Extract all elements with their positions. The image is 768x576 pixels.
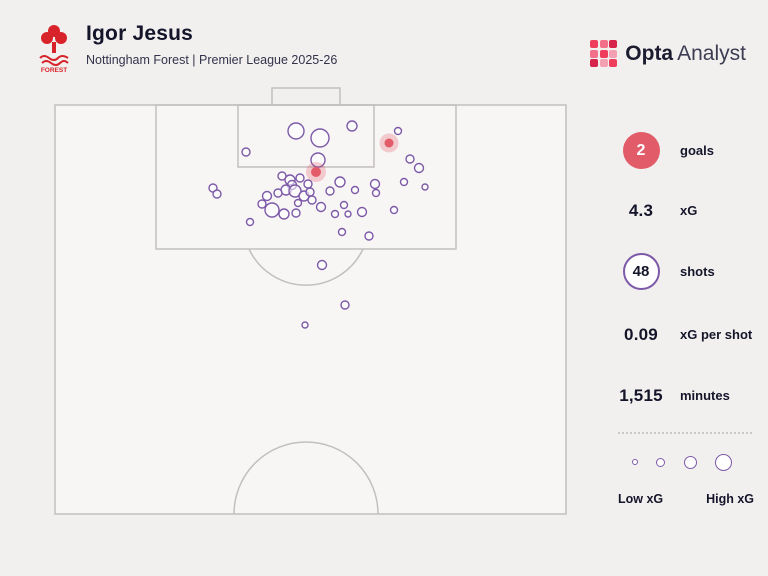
shot-marker (369, 178, 381, 190)
shot-marker (356, 206, 368, 218)
shot-marker (334, 176, 346, 188)
shot-marker (278, 208, 290, 220)
shot-marker (293, 198, 303, 208)
shot-marker (393, 126, 403, 136)
stat-row-xg-per-shot: 0.09 xG per shot (612, 316, 768, 353)
xg-size-legend (632, 448, 732, 476)
shot-marker (288, 184, 302, 198)
opta-mark-square (590, 40, 599, 48)
shot-marker (264, 202, 280, 218)
shot-marker (310, 128, 330, 148)
opta-mark-square (599, 59, 608, 67)
xg-value-wrap: 4.3 (612, 201, 670, 221)
xg-per-shot-value-wrap: 0.09 (612, 325, 670, 345)
shot-marker (315, 201, 327, 213)
opta-mark-square (599, 49, 608, 58)
legend-dot-4 (714, 453, 732, 471)
xg-label: xG (680, 203, 698, 218)
opta-analyst-logo: Opta Analyst (590, 40, 746, 67)
shot-marker (291, 208, 301, 218)
minutes-value: 1,515 (619, 385, 663, 405)
shot-marker (339, 200, 349, 210)
shot-marker (346, 120, 358, 132)
shot-marker (245, 217, 255, 227)
brand-name-bold: Opta (625, 41, 674, 65)
pitch-lines (54, 87, 567, 515)
xg-per-shot-value: 0.09 (624, 324, 658, 344)
shots-layer (208, 120, 429, 329)
centre-circle (233, 441, 379, 515)
shot-marker (273, 188, 283, 198)
legend-dot-3 (683, 455, 697, 469)
legend-divider (618, 432, 752, 434)
header: FOREST Igor Jesus Nottingham Forest | Pr… (36, 22, 337, 74)
minutes-value-wrap: 1,515 (612, 386, 670, 406)
opta-mark-square (609, 59, 618, 67)
shot-marker (399, 177, 409, 187)
shot-marker (371, 188, 381, 198)
shot-marker (261, 190, 273, 202)
shots-badge: 48 (622, 253, 660, 290)
brand-name: Opta Analyst (625, 42, 746, 66)
shot-marker (307, 195, 317, 205)
shot-marker (340, 300, 350, 310)
shot-marker (287, 122, 305, 140)
page-subtitle: Nottingham Forest | Premier League 2025-… (86, 53, 338, 67)
legend-high-label: High xG (706, 492, 754, 506)
brand-name-light: Analyst (677, 41, 746, 65)
stat-row-goals: 2 goals (612, 132, 768, 169)
shot-marker (303, 179, 313, 189)
xg-value: 4.3 (628, 200, 654, 220)
shot-marker (350, 185, 360, 195)
shot-marker (316, 259, 328, 271)
stat-row-xg: 4.3 xG (612, 192, 768, 229)
legend-dot-2 (656, 457, 666, 467)
goal-marker (311, 167, 321, 177)
legend-labels: Low xG High xG (618, 492, 754, 506)
shot-marker (337, 227, 347, 237)
goals-value-wrap: 2 (612, 132, 670, 169)
goals-badge: 2 (622, 132, 660, 169)
penalty-area (155, 104, 457, 250)
club-crest-icon: FOREST (39, 25, 69, 74)
shot-marker (405, 154, 415, 164)
shot-marker (305, 187, 315, 197)
shots-value-wrap: 48 (612, 253, 670, 290)
goal-marker (384, 138, 394, 148)
shot-marker (364, 231, 374, 241)
goal-box (271, 87, 341, 106)
goals-label: goals (680, 143, 714, 158)
minutes-label: minutes (680, 388, 730, 403)
crest-text: FOREST (41, 67, 67, 74)
shot-marker (295, 173, 305, 183)
shot-marker (310, 152, 326, 168)
opta-mark-icon (590, 40, 618, 67)
opta-mark-square (609, 49, 618, 58)
legend-low-label: Low xG (618, 492, 664, 506)
shot-marker (257, 199, 267, 209)
shot-marker (330, 209, 340, 219)
xg-per-shot-label: xG per shot (680, 327, 753, 342)
stat-row-shots: 48 shots (612, 253, 768, 290)
shot-marker (421, 183, 429, 191)
header-text: Igor Jesus Nottingham Forest | Premier L… (86, 22, 337, 67)
penalty-arc (248, 248, 364, 286)
shot-marker (389, 205, 399, 215)
shots-label: shots (680, 264, 715, 279)
shot-marker (413, 162, 425, 174)
opta-mark-square (590, 49, 599, 58)
stat-row-minutes: 1,515 minutes (612, 377, 768, 414)
shot-marker (325, 186, 335, 196)
opta-mark-square (609, 40, 618, 48)
shot-marker (301, 321, 309, 329)
pitch-outline (54, 104, 567, 515)
shot-marker (344, 210, 352, 218)
shot-marker (241, 147, 251, 157)
opta-mark-square (599, 40, 608, 48)
opta-mark-square (590, 59, 599, 67)
shot-marker (212, 189, 222, 199)
legend-dot-1 (632, 459, 638, 465)
page-title: Igor Jesus (86, 22, 194, 45)
